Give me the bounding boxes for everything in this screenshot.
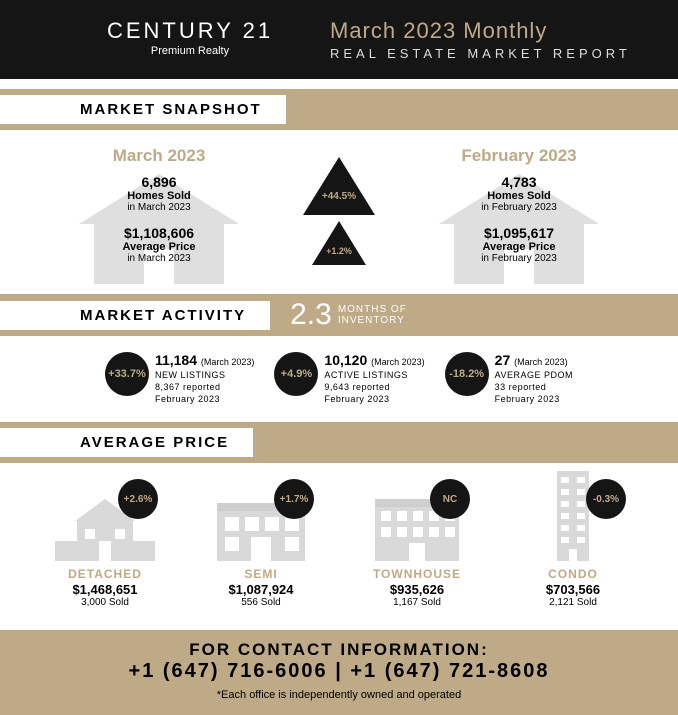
homes-sold-value: 6,896 <box>59 174 259 190</box>
header-title-block: March 2023 Monthly REAL ESTATE MARKET RE… <box>320 18 648 61</box>
price-item: +2.6%DETACHED$1,468,6513,000 Sold <box>40 483 170 608</box>
avg-price-sub: in March 2023 <box>59 253 259 264</box>
activity-pct-bubble: +4.9% <box>274 352 318 396</box>
activity-main: 10,120 (March 2023) <box>324 352 424 369</box>
footer-line3: *Each office is independently owned and … <box>0 689 678 701</box>
activity-main: 11,184 (March 2023) <box>155 352 254 369</box>
report-title: March 2023 Monthly <box>330 18 648 44</box>
snapshot-left-price: $1,108,606 Average Price in March 2023 <box>59 225 259 264</box>
activity-pct-bubble: -18.2% <box>445 352 489 396</box>
brand-name: CENTURY 21 <box>60 18 320 44</box>
price-type: CONDO <box>508 567 638 581</box>
activity-text: 11,184 (March 2023)NEW LISTINGS8,367 rep… <box>155 352 254 404</box>
activity-band: MARKET ACTIVITY 2.3 MONTHS OF INVENTORY <box>0 294 678 336</box>
activity-prev: 8,367 reported <box>155 382 254 393</box>
avgprice-band: AVERAGE PRICE <box>0 422 678 463</box>
homes-sold-sub: in March 2023 <box>59 202 259 213</box>
price-value: $703,566 <box>508 582 638 597</box>
price-value: $1,087,924 <box>196 582 326 597</box>
homes-sold-sub: in February 2023 <box>419 202 619 213</box>
homes-sold-label: Homes Sold <box>59 190 259 202</box>
delta-homes: +44.5% <box>303 157 375 215</box>
activity-prev-month: February 2023 <box>495 394 573 405</box>
delta-price: +1.2% <box>312 221 366 265</box>
avg-price-value: $1,095,617 <box>419 225 619 241</box>
snapshot-left-month: March 2023 <box>59 146 259 166</box>
price-sold: 1,167 Sold <box>352 597 482 608</box>
price-row: +2.6%DETACHED$1,468,6513,000 Sold+1.7%SE… <box>0 463 678 620</box>
delta-price-value: +1.2% <box>326 246 352 256</box>
price-value: $935,626 <box>352 582 482 597</box>
snapshot-row: March 2023 6,896 Homes Sold in March 202… <box>0 130 678 284</box>
activity-prev: 33 reported <box>495 382 573 393</box>
snapshot-right-homes: 4,783 Homes Sold in February 2023 <box>419 174 619 213</box>
snapshot-heading: MARKET SNAPSHOT <box>0 95 286 124</box>
activity-label: ACTIVE LISTINGS <box>324 370 424 381</box>
activity-text: 27 (March 2023)AVERAGE PDOM33 reportedFe… <box>495 352 573 404</box>
activity-item: -18.2%27 (March 2023)AVERAGE PDOM33 repo… <box>445 352 573 404</box>
price-sold: 556 Sold <box>196 597 326 608</box>
activity-text: 10,120 (March 2023)ACTIVE LISTINGS9,643 … <box>324 352 424 404</box>
brand-block: CENTURY 21 Premium Realty <box>60 18 320 61</box>
snapshot-right-price: $1,095,617 Average Price in February 202… <box>419 225 619 264</box>
price-sold: 3,000 Sold <box>40 597 170 608</box>
footer-line2: +1 (647) 716-6006 | +1 (647) 721-8608 <box>0 660 678 683</box>
snapshot-left-homes: 6,896 Homes Sold in March 2023 <box>59 174 259 213</box>
snapshot-right: February 2023 4,783 Homes Sold in Februa… <box>419 146 619 276</box>
avg-price-value: $1,108,606 <box>59 225 259 241</box>
activity-label: AVERAGE PDOM <box>495 370 573 381</box>
activity-label: NEW LISTINGS <box>155 370 254 381</box>
activity-pct-bubble: +33.7% <box>105 352 149 396</box>
homes-sold-label: Homes Sold <box>419 190 619 202</box>
moi-value: 2.3 <box>290 300 332 330</box>
snapshot-band: MARKET SNAPSHOT <box>0 89 678 130</box>
report-subtitle: REAL ESTATE MARKET REPORT <box>330 46 648 61</box>
months-of-inventory: 2.3 MONTHS OF INVENTORY <box>290 300 407 330</box>
price-type: TOWNHOUSE <box>352 567 482 581</box>
price-type: SEMI <box>196 567 326 581</box>
delta-homes-value: +44.5% <box>322 191 356 202</box>
homes-sold-value: 4,783 <box>419 174 619 190</box>
price-item: +1.7%SEMI$1,087,924556 Sold <box>196 483 326 608</box>
price-item: -0.3%CONDO$703,5662,121 Sold <box>508 483 638 608</box>
snapshot-right-month: February 2023 <box>419 146 619 166</box>
avgprice-heading: AVERAGE PRICE <box>0 428 253 457</box>
moi-label-2: INVENTORY <box>338 315 405 326</box>
avg-price-sub: in February 2023 <box>419 253 619 264</box>
activity-row: +33.7%11,184 (March 2023)NEW LISTINGS8,3… <box>0 336 678 412</box>
moi-label: MONTHS OF INVENTORY <box>338 304 407 326</box>
activity-item: +33.7%11,184 (March 2023)NEW LISTINGS8,3… <box>105 352 254 404</box>
activity-prev-month: February 2023 <box>324 394 424 405</box>
delta-column: +44.5% +1.2% <box>279 146 399 276</box>
brand-sub: Premium Realty <box>60 45 320 57</box>
header: CENTURY 21 Premium Realty March 2023 Mon… <box>0 0 678 79</box>
moi-label-1: MONTHS OF <box>338 304 407 315</box>
price-item: NCTOWNHOUSE$935,6261,167 Sold <box>352 483 482 608</box>
avg-price-label: Average Price <box>419 241 619 253</box>
snapshot-left: March 2023 6,896 Homes Sold in March 202… <box>59 146 259 276</box>
activity-main: 27 (March 2023) <box>495 352 573 369</box>
activity-heading: MARKET ACTIVITY <box>0 301 270 330</box>
avg-price-label: Average Price <box>59 241 259 253</box>
footer: FOR CONTACT INFORMATION: +1 (647) 716-60… <box>0 630 678 715</box>
price-value: $1,468,651 <box>40 582 170 597</box>
activity-item: +4.9%10,120 (March 2023)ACTIVE LISTINGS9… <box>274 352 424 404</box>
footer-line1: FOR CONTACT INFORMATION: <box>0 640 678 660</box>
activity-prev-month: February 2023 <box>155 394 254 405</box>
activity-prev: 9,643 reported <box>324 382 424 393</box>
price-sold: 2,121 Sold <box>508 597 638 608</box>
price-type: DETACHED <box>40 567 170 581</box>
